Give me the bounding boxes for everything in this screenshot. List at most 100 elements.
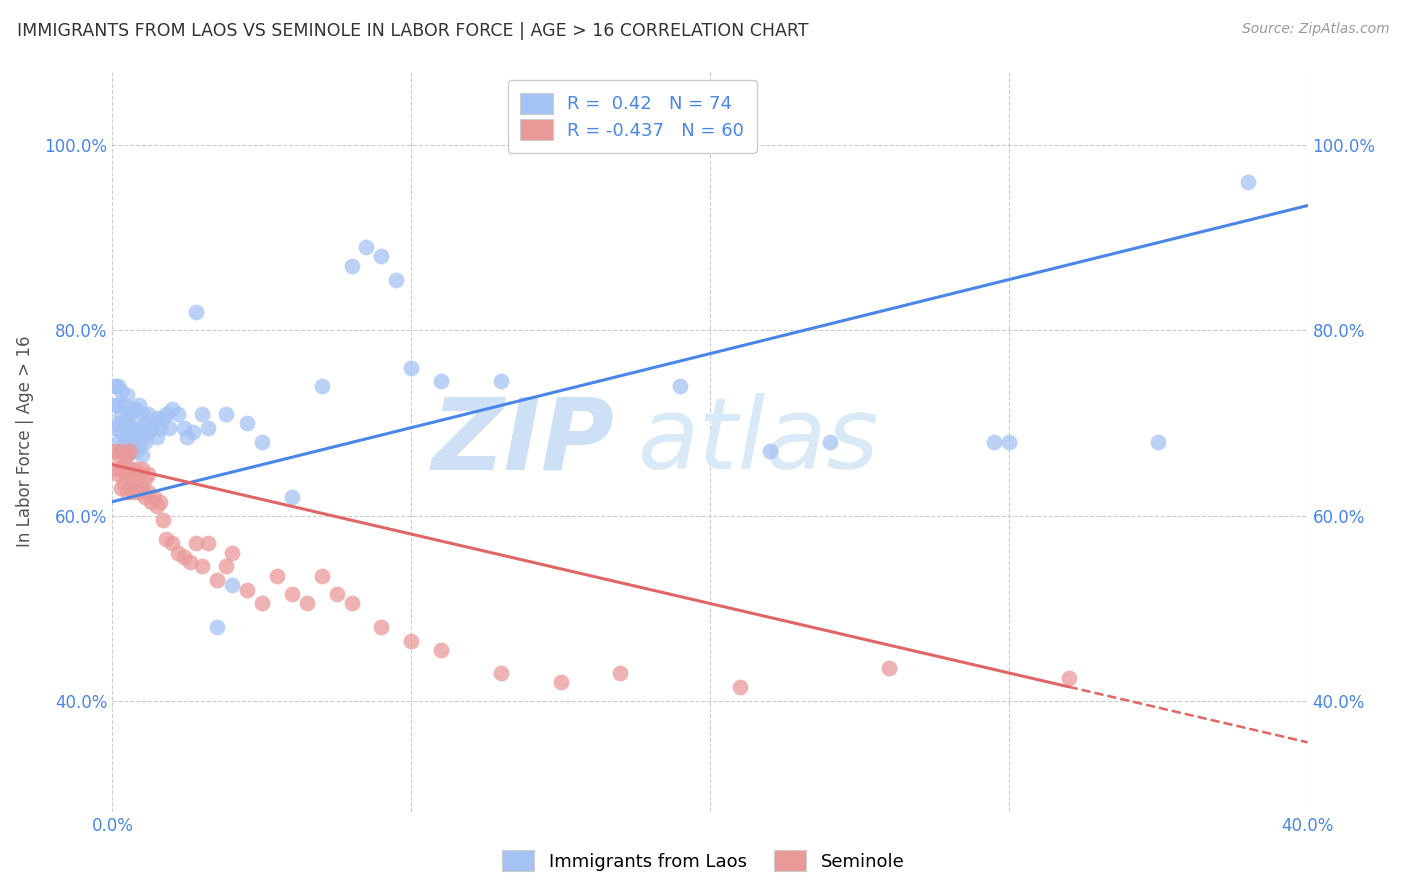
Point (117, 430, 139, 444)
Point (143, 416, 166, 430)
Point (205, 620, 228, 634)
Point (128, 398, 150, 412)
Point (107, 467, 129, 481)
Point (149, 420, 172, 434)
Point (385, 272, 408, 286)
Point (114, 398, 135, 412)
Point (162, 536, 183, 550)
Point (356, 240, 378, 254)
Point (117, 485, 139, 500)
Point (110, 443, 132, 458)
Point (176, 430, 198, 444)
Point (120, 443, 142, 458)
Point (114, 416, 135, 430)
Point (179, 555, 201, 569)
Point (117, 449, 139, 463)
Point (401, 360, 423, 375)
Point (430, 642, 453, 657)
Point (128, 485, 150, 500)
Point (215, 559, 238, 574)
Point (104, 379, 127, 393)
Point (759, 443, 782, 458)
Point (138, 485, 160, 500)
Point (167, 407, 190, 421)
Point (125, 443, 148, 458)
Point (250, 597, 273, 611)
Point (401, 633, 423, 648)
Point (370, 620, 392, 634)
Point (107, 416, 129, 430)
Point (295, 597, 318, 611)
Point (728, 680, 751, 694)
Point (110, 407, 132, 421)
Point (818, 434, 841, 449)
Point (122, 485, 145, 500)
Point (879, 661, 901, 675)
Point (221, 545, 243, 560)
Point (110, 384, 132, 398)
Point (120, 407, 142, 421)
Point (146, 411, 169, 425)
Point (609, 665, 631, 680)
Point (122, 420, 145, 434)
Point (122, 439, 145, 453)
Point (186, 536, 208, 550)
Point (117, 449, 139, 463)
Point (138, 425, 160, 440)
Point (120, 425, 142, 440)
Point (266, 568, 288, 582)
Point (138, 467, 160, 481)
Point (167, 545, 190, 560)
Point (281, 587, 304, 601)
Point (221, 578, 243, 592)
Point (120, 462, 142, 476)
Point (131, 481, 153, 495)
Point (250, 434, 273, 449)
Point (311, 379, 333, 393)
Point (205, 574, 228, 588)
Point (104, 443, 127, 458)
Point (157, 420, 180, 434)
Point (128, 439, 150, 453)
Point (128, 467, 150, 481)
Point (155, 532, 177, 546)
Point (173, 420, 195, 434)
Point (155, 407, 177, 421)
Point (131, 449, 153, 463)
Point (141, 494, 163, 508)
Point (1237, 175, 1260, 190)
Point (107, 398, 129, 412)
Point (1057, 671, 1080, 685)
Point (107, 379, 129, 393)
Point (236, 582, 259, 597)
Point (340, 259, 363, 273)
Point (146, 430, 169, 444)
Point (104, 398, 127, 412)
Point (197, 420, 219, 434)
Point (152, 411, 174, 425)
Point (191, 407, 214, 421)
Point (489, 375, 512, 389)
Point (340, 597, 363, 611)
Point (104, 462, 127, 476)
Point (122, 402, 145, 417)
Point (114, 476, 135, 491)
Point (107, 449, 129, 463)
Point (128, 420, 150, 434)
Point (173, 550, 195, 565)
Point (104, 420, 127, 434)
Point (110, 443, 132, 458)
Point (110, 481, 132, 495)
Point (125, 481, 148, 495)
Point (110, 425, 132, 440)
Point (134, 490, 156, 504)
Point (162, 402, 183, 417)
Point (281, 490, 304, 504)
Text: Source: ZipAtlas.com: Source: ZipAtlas.com (1241, 22, 1389, 37)
Point (141, 420, 163, 434)
Point (143, 490, 166, 504)
Point (550, 675, 572, 690)
Point (134, 472, 156, 486)
Point (114, 434, 135, 449)
Point (110, 462, 132, 476)
